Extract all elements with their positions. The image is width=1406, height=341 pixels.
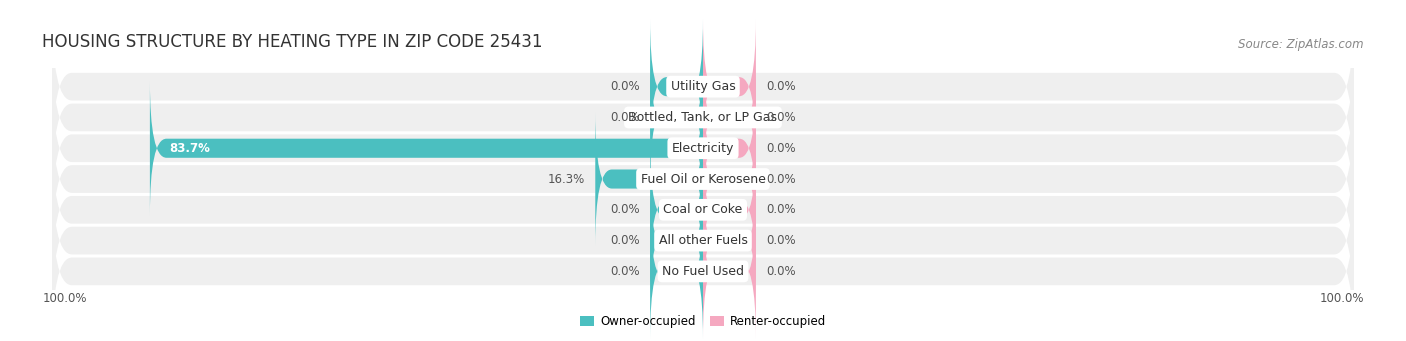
FancyBboxPatch shape bbox=[52, 193, 1354, 341]
FancyBboxPatch shape bbox=[703, 173, 756, 308]
Text: 0.0%: 0.0% bbox=[610, 203, 640, 216]
FancyBboxPatch shape bbox=[650, 50, 703, 185]
Text: 0.0%: 0.0% bbox=[766, 111, 796, 124]
FancyBboxPatch shape bbox=[703, 143, 756, 277]
FancyBboxPatch shape bbox=[703, 19, 756, 154]
FancyBboxPatch shape bbox=[150, 81, 703, 216]
Text: 83.7%: 83.7% bbox=[170, 142, 211, 155]
Text: No Fuel Used: No Fuel Used bbox=[662, 265, 744, 278]
Text: 0.0%: 0.0% bbox=[610, 265, 640, 278]
Text: 0.0%: 0.0% bbox=[610, 234, 640, 247]
FancyBboxPatch shape bbox=[703, 112, 756, 247]
Text: Bottled, Tank, or LP Gas: Bottled, Tank, or LP Gas bbox=[628, 111, 778, 124]
FancyBboxPatch shape bbox=[650, 19, 703, 154]
Text: 0.0%: 0.0% bbox=[766, 265, 796, 278]
FancyBboxPatch shape bbox=[52, 39, 1354, 196]
FancyBboxPatch shape bbox=[52, 162, 1354, 319]
Text: 100.0%: 100.0% bbox=[42, 292, 87, 305]
Text: All other Fuels: All other Fuels bbox=[658, 234, 748, 247]
Text: Coal or Coke: Coal or Coke bbox=[664, 203, 742, 216]
Text: 0.0%: 0.0% bbox=[766, 203, 796, 216]
FancyBboxPatch shape bbox=[703, 204, 756, 339]
FancyBboxPatch shape bbox=[703, 50, 756, 185]
Text: 0.0%: 0.0% bbox=[766, 142, 796, 155]
Text: Utility Gas: Utility Gas bbox=[671, 80, 735, 93]
Legend: Owner-occupied, Renter-occupied: Owner-occupied, Renter-occupied bbox=[575, 310, 831, 333]
Text: 100.0%: 100.0% bbox=[1319, 292, 1364, 305]
Text: 0.0%: 0.0% bbox=[766, 234, 796, 247]
Text: 0.0%: 0.0% bbox=[610, 80, 640, 93]
Text: Electricity: Electricity bbox=[672, 142, 734, 155]
FancyBboxPatch shape bbox=[650, 143, 703, 277]
Text: Fuel Oil or Kerosene: Fuel Oil or Kerosene bbox=[641, 173, 765, 186]
FancyBboxPatch shape bbox=[650, 204, 703, 339]
FancyBboxPatch shape bbox=[52, 101, 1354, 257]
Text: 16.3%: 16.3% bbox=[548, 173, 585, 186]
Text: 0.0%: 0.0% bbox=[766, 173, 796, 186]
FancyBboxPatch shape bbox=[52, 131, 1354, 288]
FancyBboxPatch shape bbox=[595, 112, 703, 247]
Text: 0.0%: 0.0% bbox=[610, 111, 640, 124]
Text: Source: ZipAtlas.com: Source: ZipAtlas.com bbox=[1239, 38, 1364, 51]
Text: 0.0%: 0.0% bbox=[766, 80, 796, 93]
Text: HOUSING STRUCTURE BY HEATING TYPE IN ZIP CODE 25431: HOUSING STRUCTURE BY HEATING TYPE IN ZIP… bbox=[42, 33, 543, 51]
FancyBboxPatch shape bbox=[650, 173, 703, 308]
FancyBboxPatch shape bbox=[703, 81, 756, 216]
FancyBboxPatch shape bbox=[52, 8, 1354, 165]
FancyBboxPatch shape bbox=[52, 70, 1354, 227]
